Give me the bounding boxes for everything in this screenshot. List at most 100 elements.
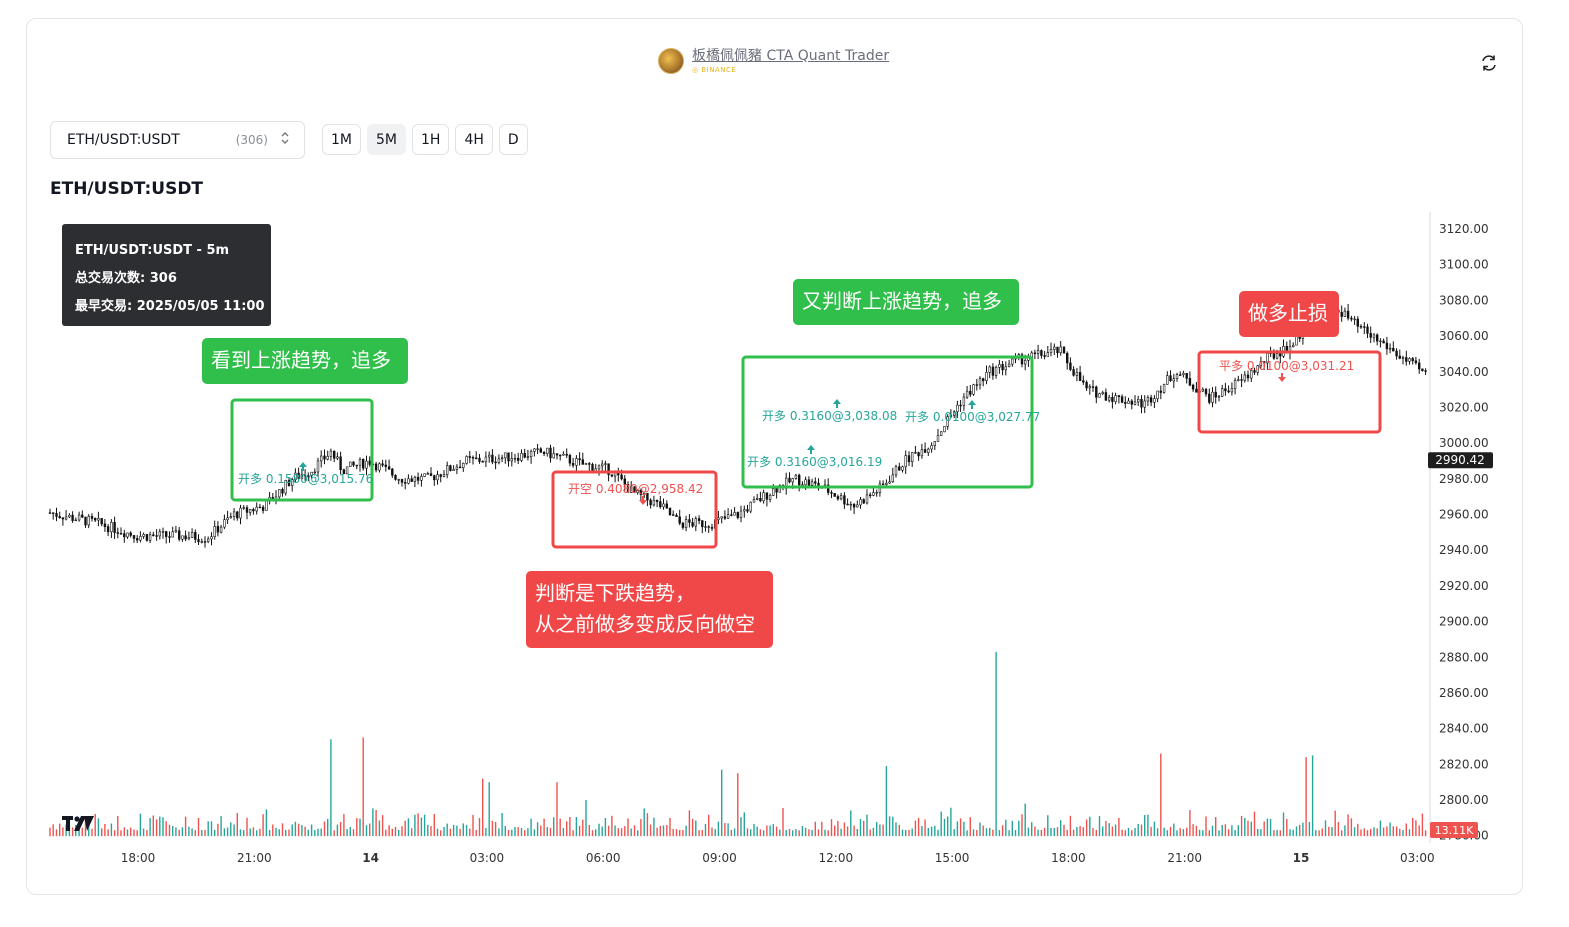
candle-body: [336, 456, 339, 459]
volume-bar: [1350, 818, 1353, 837]
candle-body: [1411, 358, 1414, 362]
volume-bar: [1163, 827, 1165, 837]
volume-bar: [1247, 820, 1249, 837]
volume-bar: [549, 827, 552, 837]
candle-body: [743, 509, 746, 512]
volume-bar: [740, 817, 742, 837]
candle-body: [265, 499, 268, 511]
candle-body: [1172, 378, 1176, 382]
volume-bar: [517, 827, 519, 837]
candle-body: [1011, 358, 1014, 365]
candle-body: [694, 518, 698, 527]
volume-bar: [84, 819, 87, 837]
candle-body: [510, 458, 513, 462]
refresh-icon[interactable]: [1478, 52, 1500, 74]
volume-bar: [62, 827, 64, 837]
candle-body: [956, 404, 959, 413]
tradingview-logo-icon[interactable]: [62, 815, 94, 837]
annotation-label-4-bg: [1239, 291, 1339, 337]
volume-bar: [272, 824, 274, 837]
volume-bar: [1176, 830, 1178, 837]
volume-bar: [343, 814, 345, 837]
candle-body: [830, 492, 833, 494]
volume-bar: [801, 826, 804, 837]
candle-body: [1053, 346, 1056, 350]
candle-body: [865, 494, 869, 504]
volume-bar: [562, 828, 565, 837]
candle-body: [542, 451, 546, 454]
candle-body: [675, 514, 678, 518]
candle-body: [639, 490, 643, 495]
candle-body: [671, 514, 675, 516]
volume-bar: [1147, 814, 1149, 837]
candle-body: [426, 473, 429, 475]
y-tick-label: 2960.00: [1439, 508, 1489, 522]
candle-body: [552, 453, 555, 459]
x-tick-label: 06:00: [586, 851, 621, 865]
volume-bar: [798, 830, 800, 837]
volume-bar: [388, 825, 390, 837]
volume-bar: [656, 827, 658, 837]
symbol-select[interactable]: ETH/USDT:USDT (306): [50, 121, 305, 159]
volume-bar: [814, 821, 816, 837]
candle-body: [294, 472, 297, 481]
candle-body: [1418, 362, 1421, 370]
volume-bar: [782, 808, 784, 837]
volume-bar: [1299, 825, 1301, 837]
candle-body: [914, 452, 917, 454]
volume-bar: [210, 821, 213, 837]
candle-body: [216, 525, 220, 533]
volume-bar: [1269, 819, 1272, 837]
volume-bar: [905, 830, 907, 837]
volume-bar: [1034, 826, 1036, 837]
timeframe-1h-button[interactable]: 1H: [412, 124, 450, 155]
volume-bar: [701, 830, 703, 837]
volume-bar: [908, 829, 910, 837]
candle-body: [981, 378, 985, 382]
candle-body: [1104, 392, 1108, 401]
volume-bar: [1173, 823, 1175, 837]
volume-bar: [924, 819, 926, 837]
candle-body: [1046, 352, 1050, 357]
volume-bar: [762, 830, 765, 837]
candle-body: [1185, 372, 1188, 379]
brand-header[interactable]: 板橋佩佩豬 CTA Quant Trader ◎ BINANCE: [658, 44, 889, 78]
timeframe-1m-button[interactable]: 1M: [322, 124, 361, 155]
volume-bar: [601, 826, 603, 837]
volume-bar: [159, 816, 161, 837]
candle-body: [681, 522, 685, 528]
volume-bar: [362, 737, 364, 837]
volume-bar: [1069, 815, 1072, 837]
candle-body: [58, 516, 61, 519]
candle-body: [804, 479, 807, 485]
volume-bar: [772, 824, 774, 837]
candle-body: [87, 516, 90, 526]
candle-body: [943, 426, 946, 433]
candle-body: [684, 519, 688, 528]
volume-bar: [691, 818, 694, 837]
candle-body: [894, 466, 898, 476]
volume-bar: [288, 829, 290, 837]
volume-bar: [879, 824, 881, 837]
volume-bar: [220, 816, 222, 837]
volume-bar: [930, 826, 933, 837]
timeframe-d-button[interactable]: D: [498, 124, 528, 155]
candle-body: [410, 478, 413, 482]
volume-bar: [898, 824, 900, 837]
volume-bar: [643, 808, 645, 837]
volume-bar: [966, 830, 968, 837]
candle-body: [113, 521, 116, 533]
candle-body: [1133, 401, 1137, 405]
candle-body: [478, 457, 481, 462]
volume-bar: [411, 828, 413, 837]
candle-body: [1124, 401, 1127, 404]
candle-body: [474, 457, 478, 459]
candle-body: [1049, 349, 1053, 353]
candle-body: [668, 507, 672, 515]
candle-body: [807, 479, 811, 486]
timeframe-4h-button[interactable]: 4H: [455, 124, 493, 155]
timeframe-5m-button[interactable]: 5M: [367, 124, 406, 155]
candle-body: [529, 451, 533, 457]
brand-name[interactable]: 板橋佩佩豬 CTA Quant Trader: [692, 47, 890, 64]
